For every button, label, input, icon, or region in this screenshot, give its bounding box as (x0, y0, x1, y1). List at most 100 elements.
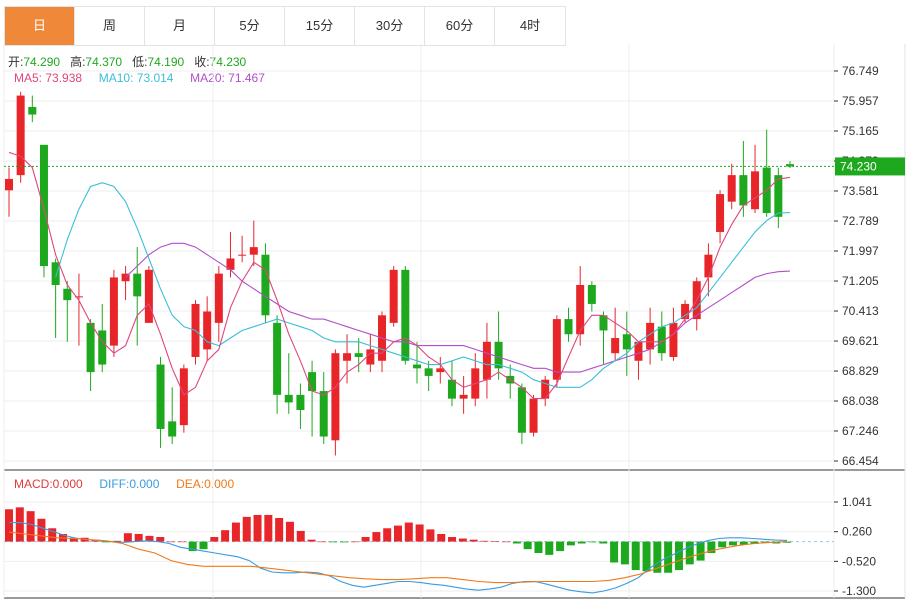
low-value: 74.190 (147, 55, 185, 69)
price-tick-label-2: 75.165 (842, 124, 879, 138)
ma20-line (125, 242, 791, 373)
candle-body (28, 106, 37, 115)
candle-body (727, 175, 736, 202)
macd-bar (383, 528, 392, 542)
macd-bar (696, 541, 705, 561)
macd-bar (167, 541, 176, 543)
macd-bar (221, 530, 230, 542)
ma-readout: MA5: 73.938 MA10: 73.014 MA20: 71.467 (14, 71, 265, 85)
tab-0[interactable]: 日 (5, 7, 75, 45)
macd-bar (728, 541, 737, 546)
candle-body (786, 164, 794, 167)
macd-bar (5, 509, 13, 542)
tab-4[interactable]: 15分 (285, 7, 355, 45)
candle-body (552, 319, 561, 380)
candle-body (541, 379, 550, 399)
candle-body (156, 364, 165, 429)
price-tick-label-5: 72.789 (842, 214, 879, 228)
macd-bar (448, 537, 457, 542)
macd-bar (372, 532, 381, 542)
candle-body (226, 258, 235, 270)
tab-6[interactable]: 60分 (425, 7, 495, 45)
candle-body (622, 334, 631, 350)
high-label: 高: (70, 55, 86, 69)
macd-bar (156, 537, 165, 542)
candle-body (284, 394, 293, 403)
macd-bar (307, 539, 316, 542)
candle-body (681, 303, 690, 320)
macd-bar (275, 518, 284, 542)
macd-readout: MACD:0.000 DIFF:0.000 DEA:0.000 (14, 477, 234, 491)
macd-bar (69, 537, 78, 542)
price-tick-label-0: 76.749 (842, 64, 879, 78)
tab-3[interactable]: 5分 (215, 7, 285, 45)
candle-body (716, 194, 725, 232)
macd-bar (26, 511, 35, 542)
tab-5[interactable]: 30分 (355, 7, 425, 45)
macd-bar (458, 538, 467, 542)
candle-body (16, 95, 25, 176)
macd-bar (123, 533, 132, 542)
candle-body (354, 353, 363, 357)
tab-7[interactable]: 4时 (519, 18, 541, 33)
candle-body (168, 421, 177, 437)
macd-bar (350, 541, 359, 543)
candle-body (109, 277, 118, 346)
candle-body (98, 330, 107, 365)
candle-body (704, 254, 713, 278)
candle-body (63, 288, 72, 301)
candle-body (412, 364, 421, 369)
candle-body (86, 322, 95, 373)
macd-bar (545, 541, 554, 555)
candle-body (121, 273, 130, 282)
macd-bar (631, 541, 640, 571)
candle-body (214, 273, 223, 323)
candle-body (51, 262, 60, 285)
price-tick-label-10: 68.829 (842, 364, 879, 378)
tab-2[interactable]: 月 (145, 7, 215, 45)
macd-bar (599, 541, 608, 544)
low-label: 低: (132, 55, 148, 69)
candle-body (576, 284, 585, 335)
candle-body (273, 322, 282, 395)
dea-value: 0.000 (204, 477, 235, 491)
macd-tick-label-3: -1.300 (842, 584, 876, 598)
tab-1[interactable]: 周 (75, 7, 145, 45)
candle-body (308, 372, 317, 392)
candle-body (249, 247, 258, 255)
macd-bar (296, 530, 305, 542)
macd-bar (188, 541, 197, 552)
diff-line (9, 522, 788, 594)
macd-tick-label-2: -0.520 (842, 554, 876, 568)
candle-body (657, 326, 666, 354)
macd-tick-label-0: 1.041 (842, 495, 872, 509)
price-tick-label-6: 71.997 (842, 244, 879, 258)
macd-bar (285, 521, 294, 542)
ma10-value: 73.014 (136, 71, 174, 85)
macd-tick-label-1: 0.260 (842, 525, 872, 539)
macd-bar (718, 541, 727, 548)
macd-bar (134, 533, 143, 542)
ma10-line (55, 182, 791, 388)
candle-body (646, 322, 655, 350)
macd-bar (502, 541, 511, 543)
diff-label: DIFF: (99, 477, 130, 491)
dea-label: DEA: (176, 477, 205, 491)
ma5-label: MA5: (14, 71, 43, 85)
ohlc-readout: 开:74.290 高:74.370 低:74.190 收:74.230 (8, 53, 246, 70)
close-label: 收: (194, 55, 210, 69)
candle-body (144, 269, 153, 323)
candle-body (611, 338, 620, 354)
macd-bar (469, 539, 478, 542)
candle-body (774, 175, 783, 217)
candle-body (634, 341, 643, 361)
ma5-line (8, 151, 791, 400)
macd-bar (404, 522, 413, 542)
open-label: 开: (8, 55, 24, 69)
candle-body (366, 349, 375, 365)
candle-body (529, 398, 538, 433)
candle-body (401, 269, 410, 361)
candle-body (133, 273, 142, 297)
candle-body (389, 269, 398, 323)
